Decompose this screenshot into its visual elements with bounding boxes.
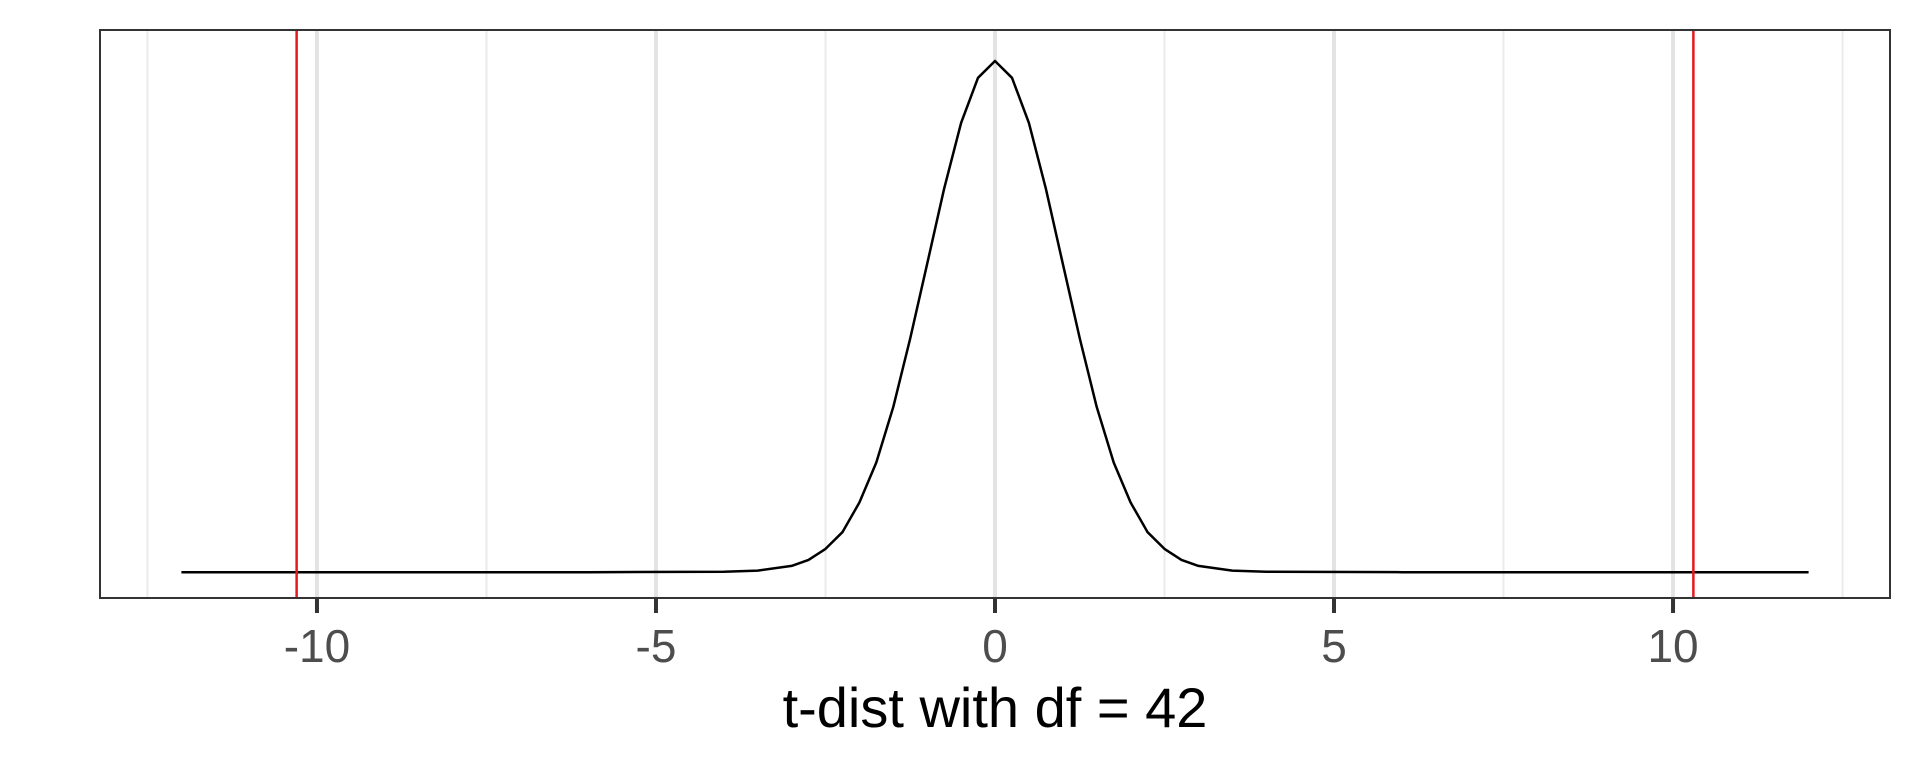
curve-layer xyxy=(181,59,1809,574)
x-axis: -10 -5 0 5 10 xyxy=(284,598,1699,672)
x-tick-label: -10 xyxy=(284,620,350,672)
x-tick-label: -5 xyxy=(636,620,677,672)
x-tick-label: 0 xyxy=(982,620,1008,672)
grid-layer xyxy=(146,30,1844,598)
vline-layer xyxy=(295,30,1695,598)
x-tick-label: 10 xyxy=(1647,620,1698,672)
x-tick-label: 5 xyxy=(1321,620,1347,672)
density-curve xyxy=(181,59,1809,574)
x-axis-title: t-dist with df = 42 xyxy=(783,676,1208,739)
